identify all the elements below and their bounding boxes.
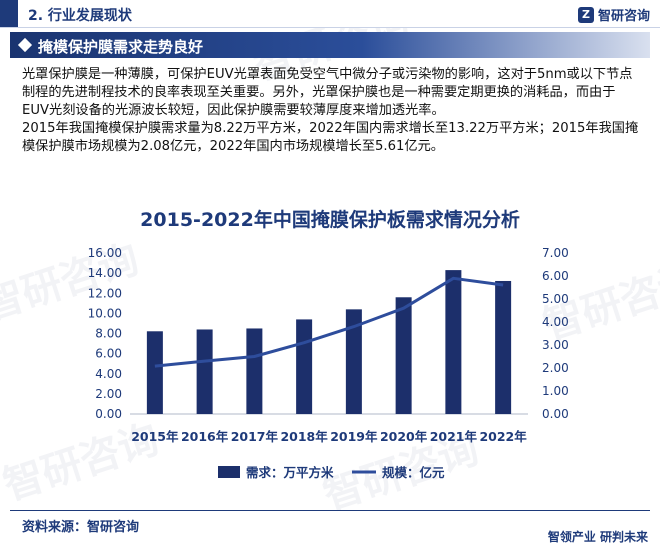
bar <box>495 280 512 414</box>
y-right-tick-label: 7.00 <box>542 246 569 260</box>
slogan: 智领产业 研判未来 <box>547 530 648 544</box>
legend-label: 需求：万平方米 <box>246 465 334 480</box>
header-accent-band <box>0 0 18 28</box>
page-title-bar: 掩模保护膜需求走势良好 <box>10 32 650 58</box>
y-right-tick-label: 6.00 <box>542 269 569 283</box>
y-right-tick-label: 1.00 <box>542 384 569 398</box>
x-tick-label: 2019年 <box>330 429 378 444</box>
bar <box>445 270 462 414</box>
chart-title: 2015-2022年中国掩膜保护板需求情况分析 <box>140 209 520 231</box>
bar <box>345 309 362 414</box>
series-line <box>154 276 504 368</box>
x-tick-label: 2017年 <box>231 429 279 444</box>
y-right-tick-label: 0.00 <box>542 407 569 421</box>
top-header: 2. 行业发展现状 Z 智研咨询 <box>0 0 660 28</box>
x-tick-label: 2015年 <box>131 429 179 444</box>
y-left-tick-label: 12.00 <box>88 286 122 300</box>
y-right-tick-label: 5.00 <box>542 292 569 306</box>
page-title: 掩模保护膜需求走势良好 <box>38 38 204 56</box>
bar <box>246 328 263 414</box>
x-tick-label: 2018年 <box>280 429 328 444</box>
y-left-tick-label: 0.00 <box>95 407 122 421</box>
body-text: 光罩保护膜是一种薄膜，可保护EUV光罩表面免受空气中微分子或污染物的影响，这对于… <box>22 66 642 156</box>
y-right-tick-label: 3.00 <box>542 338 569 352</box>
legend-label: 规模：亿元 <box>382 465 445 480</box>
legend-swatch-bar <box>218 466 240 478</box>
y-right-tick-label: 2.00 <box>542 361 569 375</box>
y-left-tick-label: 10.00 <box>88 306 122 320</box>
bar <box>146 331 163 414</box>
zhiyan-logo-icon: Z <box>577 6 594 23</box>
brand-name: 智研咨询 <box>597 9 650 24</box>
header-divider <box>0 27 660 28</box>
y-left-tick-label: 4.00 <box>95 367 122 381</box>
y-left-tick-label: 2.00 <box>95 387 122 401</box>
x-tick-label: 2020年 <box>380 429 428 444</box>
y-left-tick-label: 14.00 <box>88 266 122 280</box>
source-text: 资料来源：智研咨询 <box>22 520 140 535</box>
y-left-tick-label: 16.00 <box>88 246 122 260</box>
section-title: 2. 行业发展现状 <box>28 8 132 24</box>
x-tick-label: 2022年 <box>479 429 527 444</box>
brand: Z 智研咨询 <box>577 5 650 24</box>
bar <box>196 329 213 414</box>
paragraph: 2015年我国掩模保护膜需求量为8.22万平方米，2022年国内需求增长至13.… <box>22 121 639 154</box>
y-right-tick-label: 4.00 <box>542 315 569 329</box>
y-left-tick-label: 8.00 <box>95 327 122 341</box>
x-tick-label: 2021年 <box>430 429 478 444</box>
footer-divider <box>10 510 650 511</box>
x-tick-label: 2016年 <box>181 429 229 444</box>
y-left-tick-label: 6.00 <box>95 347 122 361</box>
paragraph: 光罩保护膜是一种薄膜，可保护EUV光罩表面免受空气中微分子或污染物的影响，这对于… <box>22 67 633 118</box>
chart: 0.00 2.00 4.00 6.00 8.00 10.00 12.00 14.00 16.00… <box>88 246 569 480</box>
bar <box>395 297 412 414</box>
bar <box>296 319 313 414</box>
